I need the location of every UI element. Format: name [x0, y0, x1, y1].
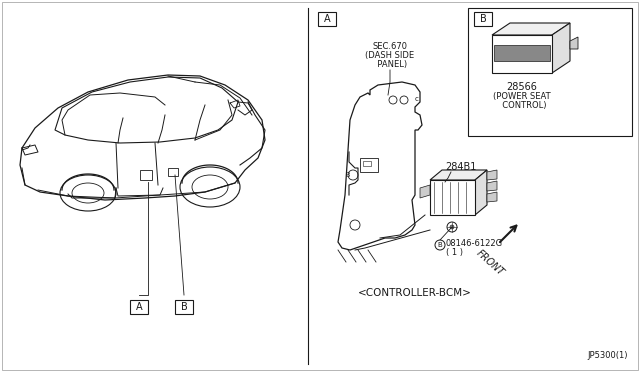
- Polygon shape: [487, 170, 497, 180]
- Text: (POWER SEAT: (POWER SEAT: [493, 92, 551, 101]
- Text: PANEL): PANEL): [372, 60, 408, 69]
- Text: ( 1 ): ( 1 ): [446, 247, 463, 257]
- Text: B: B: [180, 302, 188, 312]
- Text: c: c: [415, 96, 419, 102]
- FancyBboxPatch shape: [318, 12, 336, 26]
- Text: B: B: [479, 14, 486, 24]
- Bar: [468, 8, 632, 136]
- Text: SEC.670: SEC.670: [372, 42, 408, 51]
- Text: 3: 3: [346, 172, 350, 178]
- Bar: [430, 180, 475, 215]
- Text: (DASH SIDE: (DASH SIDE: [365, 51, 415, 60]
- Text: A: A: [136, 302, 142, 312]
- Text: FRONT: FRONT: [474, 248, 506, 278]
- FancyBboxPatch shape: [474, 12, 492, 26]
- Bar: [168, 168, 178, 176]
- Polygon shape: [475, 170, 487, 215]
- FancyBboxPatch shape: [175, 300, 193, 314]
- Polygon shape: [570, 37, 578, 49]
- Text: 284B1: 284B1: [445, 162, 476, 172]
- Text: CONTROL): CONTROL): [497, 101, 547, 110]
- Bar: [363, 161, 371, 166]
- Bar: [494, 45, 550, 61]
- Polygon shape: [492, 23, 570, 35]
- Circle shape: [450, 225, 454, 229]
- Polygon shape: [487, 181, 497, 191]
- Polygon shape: [430, 170, 487, 180]
- Bar: [492, 35, 552, 73]
- Bar: [360, 158, 378, 172]
- Text: <CONTROLLER-BCM>: <CONTROLLER-BCM>: [358, 288, 472, 298]
- Bar: [140, 170, 152, 180]
- Text: B: B: [438, 242, 442, 248]
- Text: JP5300(1): JP5300(1): [588, 351, 628, 360]
- Polygon shape: [487, 192, 497, 202]
- Polygon shape: [420, 185, 430, 198]
- FancyBboxPatch shape: [130, 300, 148, 314]
- Text: 08146-6122G: 08146-6122G: [446, 238, 503, 247]
- Text: A: A: [324, 14, 330, 24]
- Polygon shape: [552, 23, 570, 73]
- Text: 28566: 28566: [507, 82, 538, 92]
